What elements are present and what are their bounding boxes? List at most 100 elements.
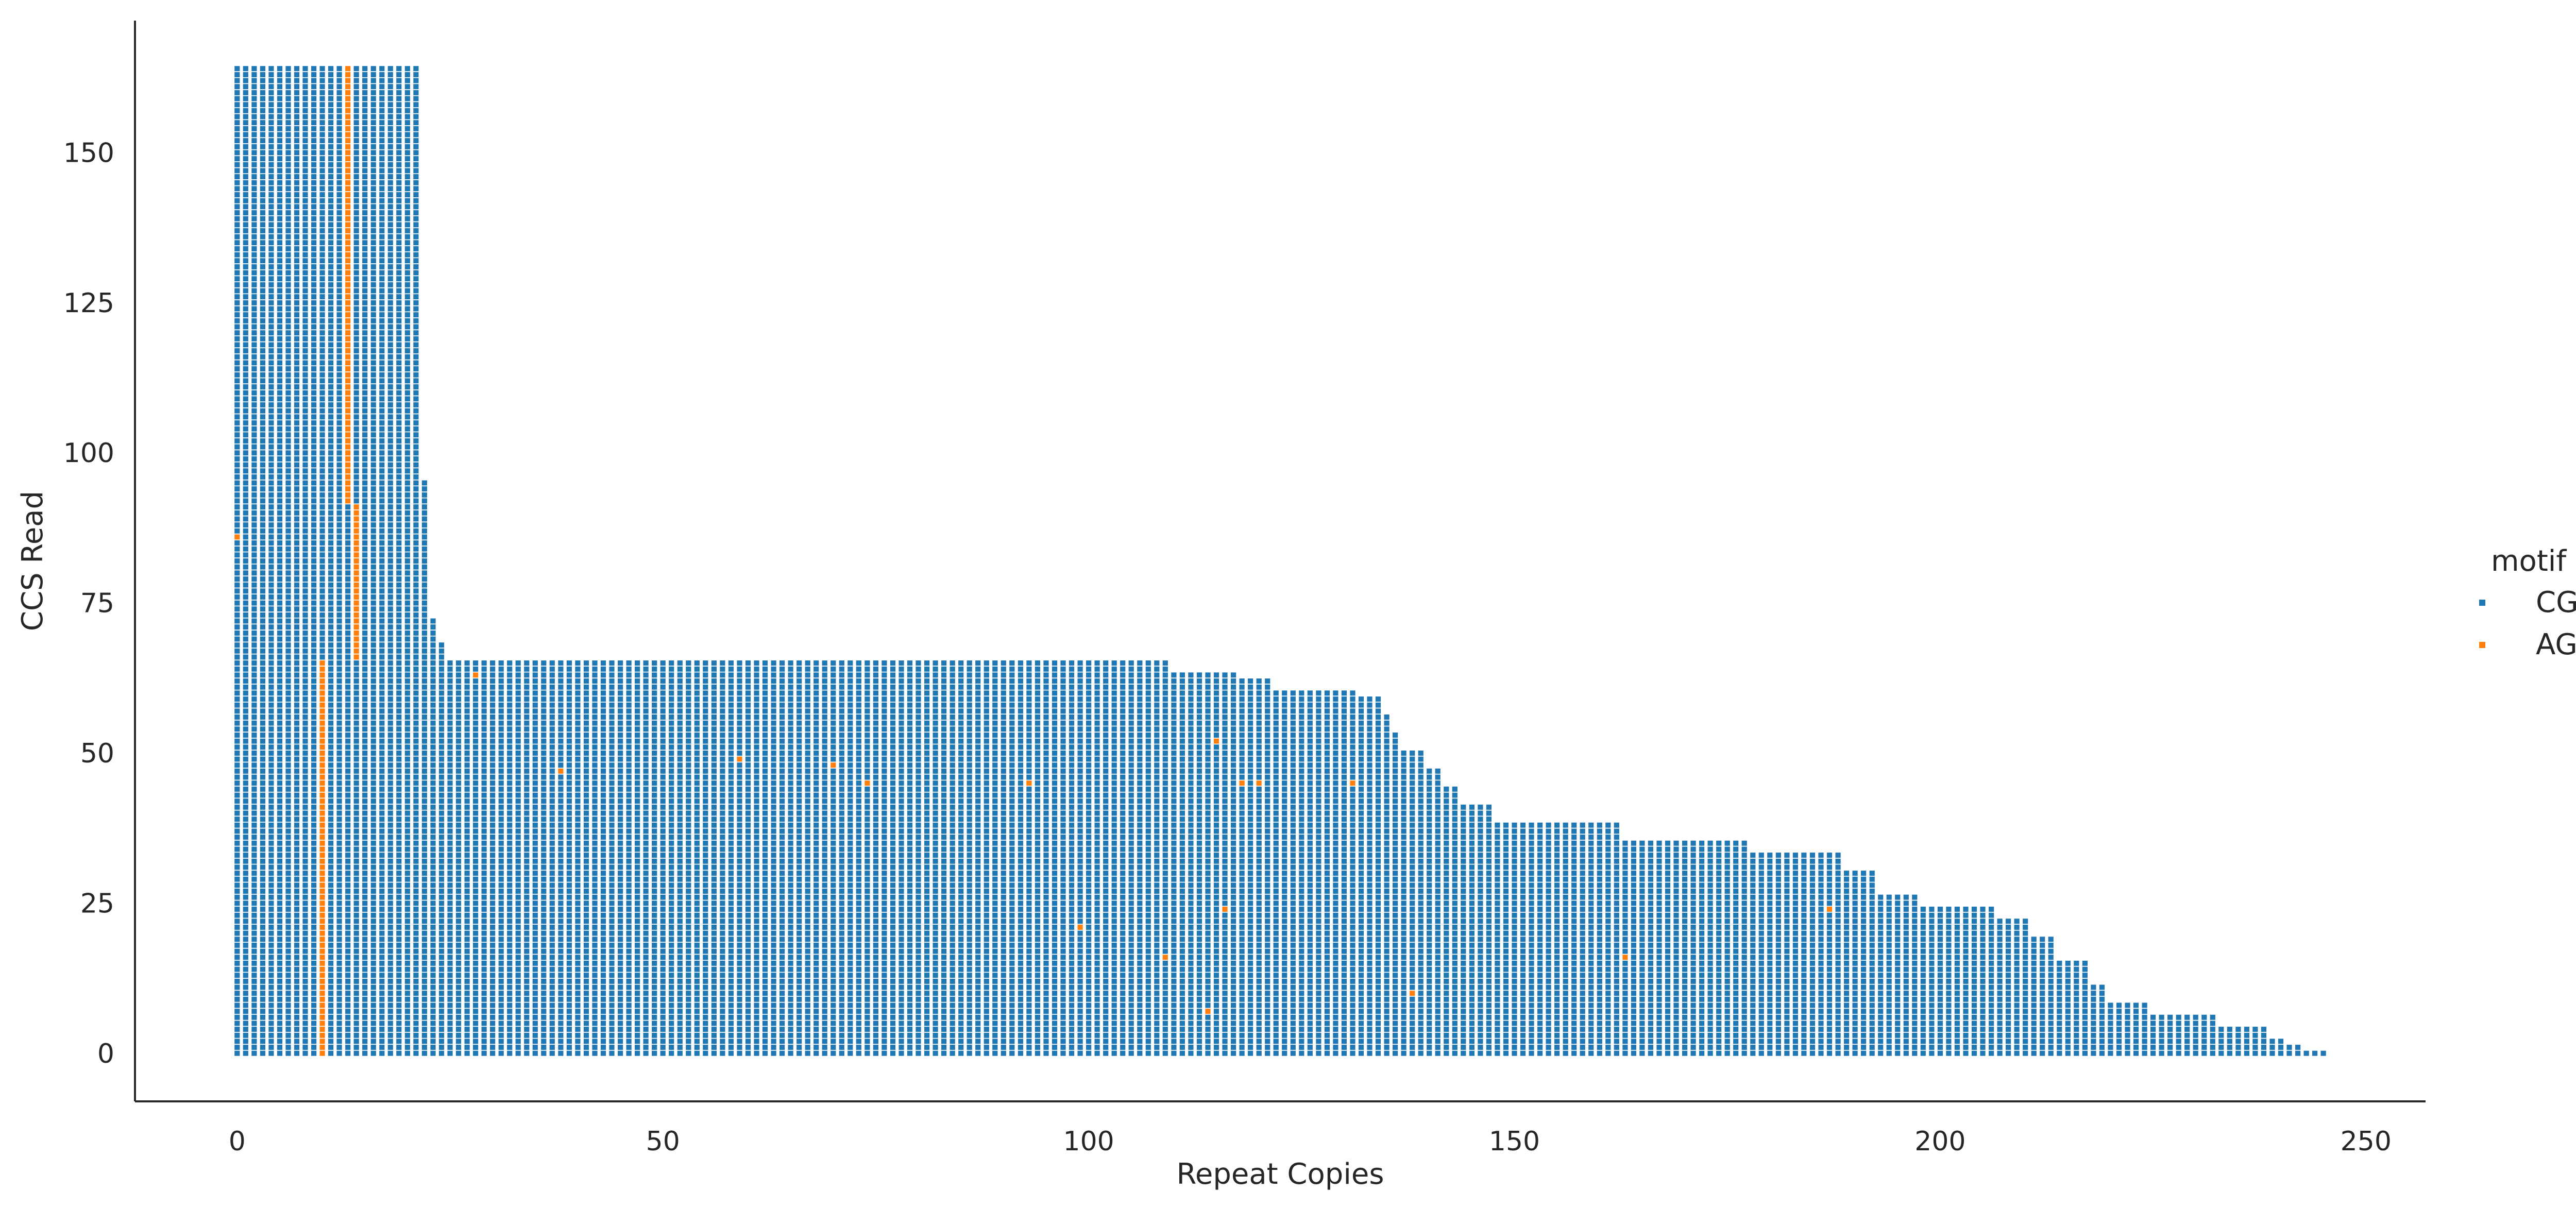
cgg-point — [975, 937, 981, 942]
cgg-point — [1196, 960, 1202, 966]
cgg-point — [1588, 1009, 1594, 1014]
cgg-point — [848, 973, 853, 978]
cgg-point — [1256, 1039, 1262, 1044]
cgg-point — [1954, 1014, 1960, 1020]
cgg-point — [618, 918, 623, 924]
cgg-point — [328, 996, 334, 1002]
cgg-point — [677, 1045, 683, 1050]
cgg-point — [575, 955, 581, 960]
cgg-point — [796, 1014, 802, 1020]
cgg-point — [2235, 1032, 2241, 1038]
cgg-point — [1971, 1027, 1977, 1032]
cgg-point — [703, 942, 708, 948]
cgg-point — [2014, 991, 2020, 996]
cgg-point — [1801, 973, 1807, 978]
cgg-point — [1954, 973, 1960, 978]
cgg-point — [1478, 930, 1483, 936]
cgg-point — [1571, 1039, 1577, 1044]
cgg-point — [302, 918, 308, 924]
cgg-point — [285, 1002, 291, 1008]
cgg-point — [720, 1009, 725, 1014]
cgg-point — [1946, 1050, 1952, 1056]
cgg-point — [873, 1045, 878, 1050]
cgg-point — [430, 973, 436, 978]
cgg-point — [387, 955, 393, 960]
cgg-point — [1520, 1050, 1526, 1056]
cgg-point — [2031, 973, 2037, 978]
cgg-point — [592, 973, 598, 978]
cgg-point — [1605, 960, 1611, 966]
cgg-point — [1775, 948, 1781, 954]
cgg-point — [1571, 1009, 1577, 1014]
cgg-point — [1784, 1020, 1790, 1026]
cgg-point — [1077, 1020, 1083, 1026]
cgg-point — [328, 973, 334, 978]
cgg-point — [1137, 996, 1143, 1002]
cgg-point — [703, 948, 708, 954]
cgg-point — [1324, 1045, 1330, 1050]
cgg-point — [1469, 991, 1475, 996]
cgg-point — [1341, 925, 1347, 930]
cgg-point — [1682, 1020, 1688, 1026]
cgg-point — [1997, 973, 2003, 978]
cgg-point — [1699, 925, 1705, 930]
cgg-point — [353, 918, 359, 924]
cgg-point — [2057, 984, 2062, 990]
cgg-point — [1724, 955, 1730, 960]
cgg-point — [1963, 1027, 1969, 1032]
cgg-point — [1035, 966, 1040, 972]
cgg-point — [1895, 1002, 1901, 1008]
cgg-point — [1435, 978, 1440, 984]
cgg-point — [1537, 1020, 1543, 1026]
cgg-point — [1690, 984, 1696, 990]
cgg-point — [1801, 925, 1807, 930]
cgg-point — [566, 1002, 572, 1008]
cgg-point — [1401, 925, 1406, 930]
cgg-point — [1775, 973, 1781, 978]
cgg-point — [1444, 1020, 1449, 1026]
cgg-point — [1094, 978, 1100, 984]
cgg-point — [1741, 960, 1747, 966]
cgg-point — [2065, 1050, 2071, 1056]
cgg-point — [686, 973, 691, 978]
cgg-point — [464, 942, 470, 948]
cgg-point — [643, 966, 649, 972]
cgg-point — [1963, 1039, 1969, 1044]
cgg-point — [583, 984, 589, 990]
cgg-point — [583, 973, 589, 978]
cgg-point — [933, 996, 938, 1002]
cgg-point — [984, 1045, 989, 1050]
cgg-point — [1231, 1027, 1236, 1032]
agg-point — [319, 937, 325, 942]
cgg-point — [2023, 960, 2028, 966]
cgg-point — [1682, 991, 1688, 996]
cgg-point — [379, 930, 385, 936]
cgg-point — [609, 937, 615, 942]
cgg-point — [822, 1050, 827, 1056]
cgg-point — [285, 978, 291, 984]
cgg-point — [1835, 925, 1841, 930]
cgg-point — [1818, 984, 1824, 990]
cgg-point — [421, 1020, 427, 1026]
cgg-point — [2099, 1002, 2105, 1008]
cgg-point — [1018, 948, 1023, 954]
cgg-point — [1835, 948, 1841, 954]
cgg-point — [1001, 1050, 1006, 1056]
cgg-point — [1478, 937, 1483, 942]
cgg-point — [788, 978, 793, 984]
cgg-point — [1614, 930, 1619, 936]
cgg-point — [1792, 1045, 1798, 1050]
cgg-point — [1989, 996, 1994, 1002]
cgg-point — [1971, 1009, 1977, 1014]
cgg-point — [1111, 973, 1117, 978]
cgg-point — [1188, 960, 1194, 966]
cgg-point — [1375, 973, 1381, 978]
cgg-point — [1546, 1032, 1551, 1038]
cgg-point — [447, 966, 453, 972]
cgg-point — [1393, 996, 1398, 1002]
cgg-point — [720, 1002, 725, 1008]
cgg-point — [1512, 1014, 1517, 1020]
cgg-point — [600, 984, 606, 990]
cgg-point — [260, 966, 265, 972]
cgg-point — [1060, 930, 1066, 936]
